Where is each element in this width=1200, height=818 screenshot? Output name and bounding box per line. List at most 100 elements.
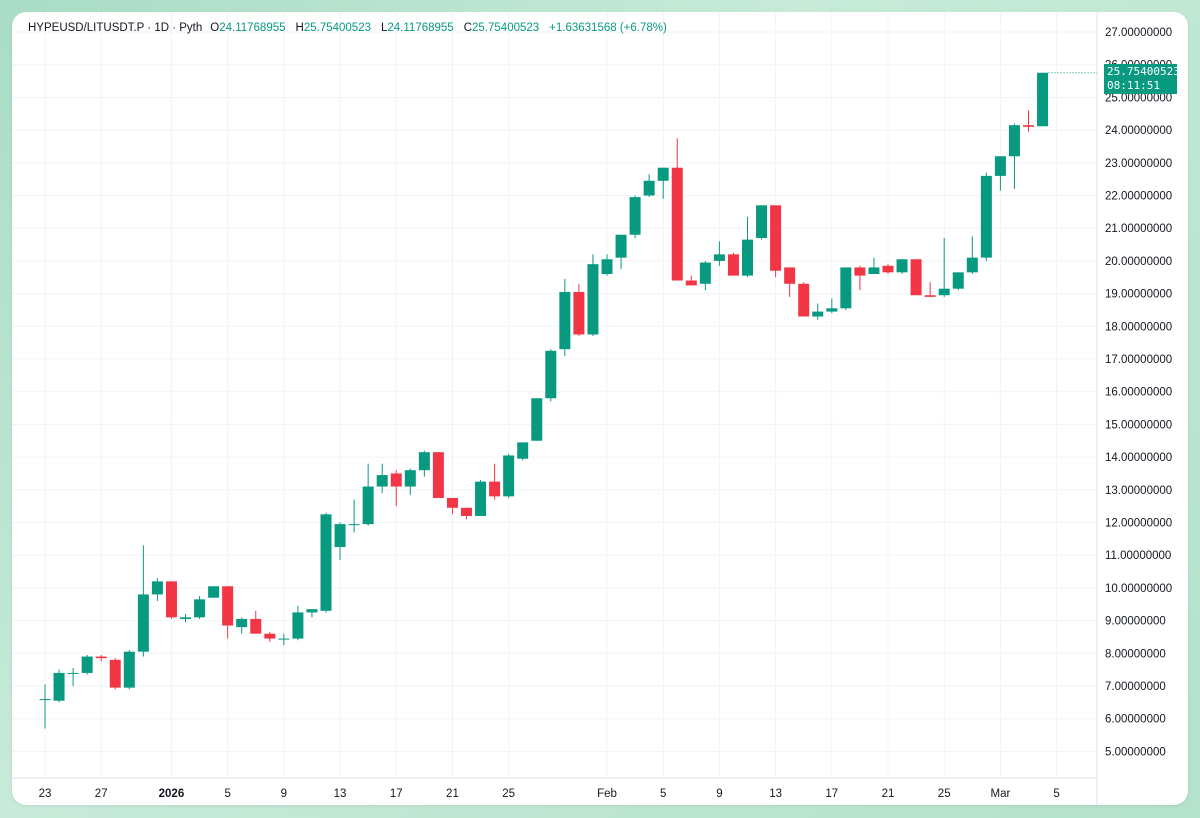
x-tick-label: 27 bbox=[95, 788, 108, 800]
candle-body bbox=[222, 586, 234, 626]
candle-body bbox=[938, 288, 950, 296]
y-tick-label: 10.00000000 bbox=[1105, 583, 1172, 595]
candle-body bbox=[250, 618, 262, 634]
candle-body bbox=[194, 599, 206, 618]
candle-body bbox=[208, 586, 220, 598]
candle-body bbox=[910, 259, 922, 296]
candle-body bbox=[418, 452, 430, 471]
y-tick-label: 9.00000000 bbox=[1105, 616, 1166, 628]
candle-body bbox=[784, 267, 796, 284]
candle-body bbox=[587, 264, 599, 335]
x-tick-label: 2026 bbox=[159, 788, 185, 800]
candle-body bbox=[278, 638, 290, 640]
y-tick-label: 23.00000000 bbox=[1105, 158, 1172, 170]
candle-body bbox=[461, 507, 472, 516]
candle-body bbox=[685, 280, 697, 286]
candle-body bbox=[306, 609, 318, 613]
candle-body bbox=[545, 350, 557, 399]
y-tick-label: 6.00000000 bbox=[1105, 714, 1166, 726]
y-tick-label: 19.00000000 bbox=[1105, 289, 1172, 301]
low-label: L bbox=[380, 22, 388, 34]
x-tick-label: Mar bbox=[990, 788, 1010, 800]
candle-body bbox=[489, 481, 501, 497]
y-tick-label: 13.00000000 bbox=[1105, 485, 1172, 497]
high-label: H bbox=[295, 22, 304, 34]
candle-body bbox=[404, 470, 416, 487]
candle-body bbox=[446, 497, 458, 508]
y-tick-label: 16.00000000 bbox=[1105, 387, 1172, 399]
x-tick-label: 5 bbox=[1053, 788, 1059, 800]
candle-body bbox=[503, 455, 515, 497]
x-tick-label: 17 bbox=[390, 788, 403, 800]
candle-body bbox=[924, 295, 936, 297]
x-tick-label: 23 bbox=[39, 788, 52, 800]
symbol-label[interactable]: HYPEUSD/LITUSDT.P · 1D · Pyth bbox=[28, 22, 203, 34]
x-tick-label: 9 bbox=[716, 788, 722, 800]
candle-body bbox=[615, 234, 627, 258]
y-tick-label: 22.00000000 bbox=[1105, 191, 1172, 203]
open-value: 24.11768955 bbox=[219, 22, 286, 34]
candle-body bbox=[123, 651, 135, 688]
high-value: 25.75400523 bbox=[303, 22, 371, 34]
candle-body bbox=[671, 167, 683, 281]
candle-body bbox=[573, 291, 585, 335]
x-tick-label: 25 bbox=[502, 788, 515, 800]
candle-body bbox=[1008, 125, 1020, 157]
y-tick-label: 25.00000000 bbox=[1105, 92, 1172, 104]
candle-body bbox=[348, 524, 360, 526]
candle-body bbox=[53, 672, 65, 701]
candlestick-chart[interactable]: 5.00000000 6.00000000 7.00000000 8.00000000… bbox=[12, 12, 1188, 805]
y-tick-label: 11.00000000 bbox=[1105, 550, 1171, 562]
candle-body bbox=[770, 205, 782, 271]
candle-body bbox=[994, 156, 1006, 176]
candle-body bbox=[727, 254, 739, 276]
ohlc-legend: HYPEUSD/LITUSDT.P · 1D · Pyth O 24.117689… bbox=[28, 22, 677, 34]
candle-body bbox=[376, 475, 388, 487]
candle-body bbox=[39, 699, 51, 701]
x-tick-label: Feb bbox=[597, 788, 617, 800]
x-tick-label: 17 bbox=[825, 788, 838, 800]
candle-body bbox=[840, 267, 852, 309]
x-tick-label: 13 bbox=[769, 788, 782, 800]
y-tick-label: 27.00000000 bbox=[1105, 27, 1172, 39]
x-tick-label: 13 bbox=[334, 788, 347, 800]
low-value: 24.11768955 bbox=[387, 22, 454, 34]
candle-body bbox=[952, 272, 964, 289]
last-price-tag: 25.75400523 08:11:51 bbox=[1104, 64, 1180, 94]
candle-body bbox=[67, 672, 79, 674]
candle-body bbox=[320, 514, 332, 611]
close-value: 25.75400523 bbox=[472, 22, 540, 34]
y-tick-label: 8.00000000 bbox=[1105, 648, 1166, 660]
candle-body bbox=[165, 581, 177, 618]
candle-body bbox=[868, 267, 880, 274]
candle-body bbox=[151, 581, 163, 595]
candle-body bbox=[798, 283, 810, 317]
y-tick-label: 17.00000000 bbox=[1105, 354, 1172, 366]
candle-body bbox=[475, 481, 487, 516]
x-tick-label: 21 bbox=[446, 788, 459, 800]
x-tick-label: 5 bbox=[660, 788, 666, 800]
chart-card: 5.00000000 6.00000000 7.00000000 8.00000000… bbox=[12, 12, 1188, 805]
candle-body bbox=[531, 398, 543, 441]
x-tick-label: 9 bbox=[281, 788, 287, 800]
candle-body bbox=[95, 656, 107, 659]
last-price-value: 25.75400523 bbox=[1107, 65, 1180, 78]
y-tick-label: 5.00000000 bbox=[1105, 746, 1166, 758]
candle-body bbox=[854, 267, 866, 276]
candle-body bbox=[643, 180, 655, 196]
candle-body bbox=[742, 239, 753, 276]
candle-body bbox=[334, 524, 346, 548]
bar-countdown: 08:11:51 bbox=[1107, 79, 1160, 92]
candle-body bbox=[81, 656, 93, 673]
open-label: O bbox=[210, 22, 220, 34]
candle-body bbox=[657, 167, 669, 181]
candle-body bbox=[292, 612, 304, 639]
y-tick-label: 24.00000000 bbox=[1105, 125, 1172, 137]
candle-body bbox=[432, 452, 444, 498]
candle-body bbox=[109, 659, 121, 688]
candle-body bbox=[362, 486, 374, 525]
y-tick-label: 20.00000000 bbox=[1105, 256, 1172, 268]
candle-body bbox=[137, 594, 149, 652]
candle-body bbox=[699, 262, 711, 284]
candle-body bbox=[812, 311, 824, 317]
